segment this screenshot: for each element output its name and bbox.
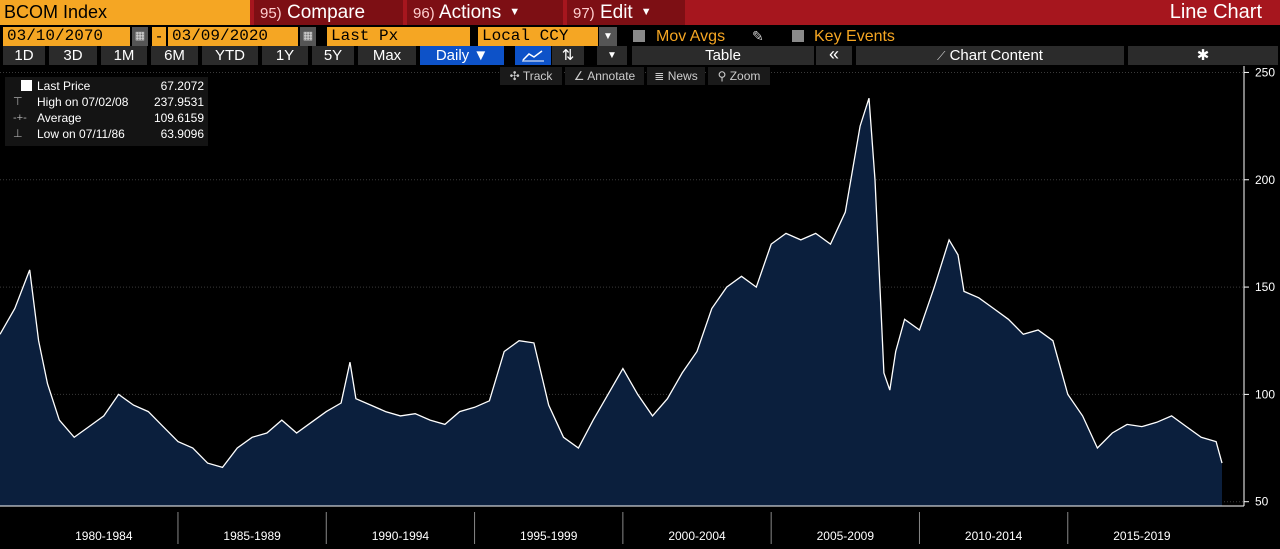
y-ticks: 50 100 150 200 250 bbox=[1244, 66, 1275, 509]
legend-low-label: Low on 07/11/86 bbox=[37, 127, 125, 141]
chart-content-icon: ⟋ bbox=[937, 49, 946, 63]
actions-button[interactable]: 96) Actions ▼ bbox=[407, 0, 563, 25]
ticker-field[interactable]: BCOM Index bbox=[0, 0, 250, 25]
actions-num: 96) bbox=[413, 5, 435, 22]
price-chart[interactable]: 50 100 150 200 250 1980-1984 1985-1989 1990-19… bbox=[0, 66, 1280, 549]
chart-content-button[interactable]: ⟋ Chart Content bbox=[856, 46, 1124, 65]
mov-avgs-label: Mov Avgs bbox=[656, 28, 726, 45]
legend-average-value: 109.6159 bbox=[153, 111, 204, 125]
date-dash: - bbox=[152, 27, 166, 46]
currency-select[interactable]: Local CCY bbox=[478, 27, 598, 46]
x-tick-label: 1985-1989 bbox=[223, 529, 281, 543]
actions-caret-icon: ▼ bbox=[509, 6, 521, 19]
collapse-button[interactable]: « bbox=[816, 45, 852, 65]
key-events-label: Key Events bbox=[814, 28, 895, 45]
legend-average-label: Average bbox=[37, 111, 82, 125]
end-date-field[interactable]: 03/09/2020 bbox=[168, 27, 298, 46]
table-button[interactable]: Table bbox=[632, 46, 814, 65]
period-ytd[interactable]: YTD bbox=[202, 46, 258, 65]
x-tick-label: 1995-1999 bbox=[520, 529, 578, 543]
high-marker-icon: ⊤ bbox=[13, 96, 23, 108]
annotate-label: Annotate bbox=[587, 69, 636, 83]
period-1m[interactable]: 1M bbox=[101, 46, 147, 65]
chart-type-dropdown-icon[interactable]: ▼ bbox=[597, 46, 627, 65]
legend-last-price: Last Price 67.2072 bbox=[5, 78, 208, 94]
x-tick-label: 1980-1984 bbox=[75, 529, 133, 543]
news-label: News bbox=[667, 69, 698, 83]
edit-num: 97) bbox=[573, 5, 595, 22]
compare-button[interactable]: 95) Compare bbox=[254, 0, 403, 25]
edit-caret-icon: ▼ bbox=[640, 6, 652, 19]
gear-icon[interactable]: ✱ bbox=[1128, 46, 1278, 65]
compare-num: 95) bbox=[260, 5, 282, 22]
x-tick-label: 2005-2009 bbox=[817, 529, 875, 543]
annotate-icon: ∠ bbox=[573, 69, 585, 83]
bar-chart-icon[interactable]: ⇅ bbox=[552, 46, 584, 65]
compare-label: Compare bbox=[286, 2, 366, 23]
legend-last-price-value: 67.2072 bbox=[160, 79, 204, 93]
x-ticks: 1980-1984 1985-1989 1990-1994 1995-1999 2000… bbox=[75, 512, 1171, 544]
average-marker-icon: -+- bbox=[13, 112, 27, 124]
last-price-swatch bbox=[21, 80, 32, 91]
y-tick-label: 150 bbox=[1255, 280, 1275, 294]
y-tick-label: 200 bbox=[1255, 173, 1275, 187]
line-chart-glyph bbox=[522, 50, 544, 62]
x-tick-label: 2010-2014 bbox=[965, 529, 1023, 543]
edit-label: Edit bbox=[599, 2, 633, 23]
pencil-icon[interactable]: ✎ bbox=[752, 28, 764, 44]
key-events-checkbox[interactable] bbox=[792, 30, 804, 42]
price-line bbox=[0, 98, 1223, 469]
news-icon: ≣ bbox=[654, 69, 665, 83]
legend-low-value: 63.9096 bbox=[160, 127, 204, 141]
y-tick-label: 50 bbox=[1255, 495, 1269, 509]
actions-label: Actions bbox=[438, 2, 502, 23]
zoom-icon: ⚲ bbox=[717, 69, 727, 83]
legend-low: ⊥ Low on 07/11/86 63.9096 bbox=[5, 126, 208, 142]
legend-high: ⊤ High on 07/02/08 237.9531 bbox=[5, 94, 208, 110]
legend-average: -+- Average 109.6159 bbox=[5, 110, 208, 126]
legend-last-price-label: Last Price bbox=[37, 79, 91, 93]
price-area bbox=[0, 98, 1222, 506]
annotate-tool[interactable]: ∠ Annotate bbox=[565, 67, 644, 85]
period-5y[interactable]: 5Y bbox=[312, 46, 354, 65]
legend-high-value: 237.9531 bbox=[153, 95, 204, 109]
period-1d[interactable]: 1D bbox=[3, 46, 45, 65]
chart-legend: Last Price 67.2072 ⊤ High on 07/02/08 23… bbox=[5, 77, 208, 146]
period-6m[interactable]: 6M bbox=[151, 46, 198, 65]
currency-dropdown-icon[interactable]: ▼ bbox=[599, 27, 617, 46]
price-field-select[interactable]: Last Px bbox=[327, 27, 470, 46]
zoom-label: Zoom bbox=[729, 69, 761, 83]
legend-high-label: High on 07/02/08 bbox=[37, 95, 129, 109]
chart-type-title: Line Chart bbox=[1169, 1, 1262, 23]
period-1y[interactable]: 1Y bbox=[262, 46, 308, 65]
frequency-select[interactable]: Daily ▼ bbox=[420, 46, 504, 65]
calendar-icon[interactable]: ▦ bbox=[300, 27, 316, 46]
track-icon: ✣ bbox=[509, 69, 520, 83]
calendar-icon[interactable]: ▦ bbox=[132, 27, 148, 46]
edit-button[interactable]: 97) Edit ▼ bbox=[567, 0, 685, 25]
news-tool[interactable]: ≣ News bbox=[647, 67, 705, 85]
track-tool[interactable]: ✣ Track bbox=[500, 67, 562, 85]
zoom-tool[interactable]: ⚲ Zoom bbox=[708, 67, 770, 85]
period-max[interactable]: Max bbox=[358, 46, 416, 65]
chart-content-label: Chart Content bbox=[949, 47, 1043, 64]
y-tick-label: 250 bbox=[1255, 66, 1275, 79]
y-tick-label: 100 bbox=[1255, 387, 1275, 401]
mov-avgs-checkbox[interactable] bbox=[633, 30, 645, 42]
line-chart-icon[interactable] bbox=[515, 46, 551, 65]
period-3d[interactable]: 3D bbox=[49, 46, 97, 65]
start-date-field[interactable]: 03/10/2070 bbox=[3, 27, 130, 46]
low-marker-icon: ⊥ bbox=[13, 128, 23, 140]
x-tick-label: 2015-2019 bbox=[1113, 529, 1171, 543]
x-tick-label: 2000-2004 bbox=[668, 529, 726, 543]
track-label: Track bbox=[522, 69, 553, 83]
x-tick-label: 1990-1994 bbox=[372, 529, 430, 543]
